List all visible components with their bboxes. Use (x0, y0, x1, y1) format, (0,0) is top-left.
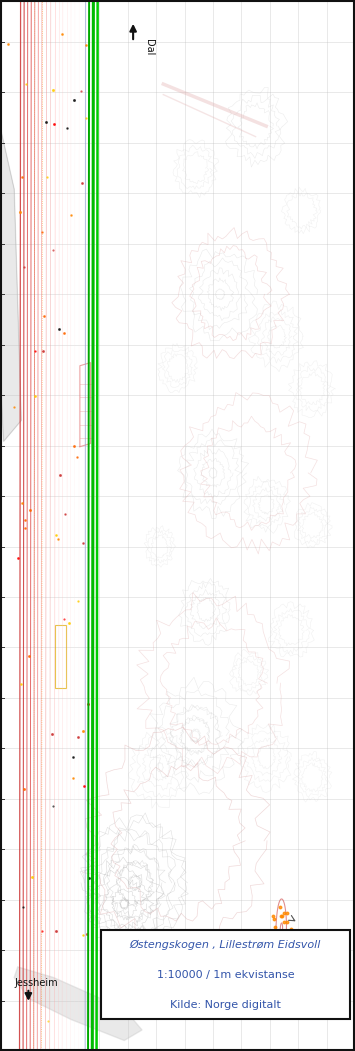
Text: Jessheim: Jessheim (14, 977, 58, 988)
Text: 1:10000 / 1m ekvistanse: 1:10000 / 1m ekvistanse (157, 970, 294, 980)
Text: Kilde: Norge digitalt: Kilde: Norge digitalt (170, 1000, 281, 1010)
Polygon shape (14, 967, 142, 1040)
Text: Østengskogen , Lillestrøm Eidsvoll: Østengskogen , Lillestrøm Eidsvoll (130, 940, 321, 950)
Polygon shape (0, 126, 21, 441)
Polygon shape (288, 971, 301, 995)
Text: Dal: Dal (144, 39, 154, 56)
Bar (101, 930, 350, 1019)
Text: N: N (291, 960, 299, 969)
Bar (55, 625, 66, 688)
